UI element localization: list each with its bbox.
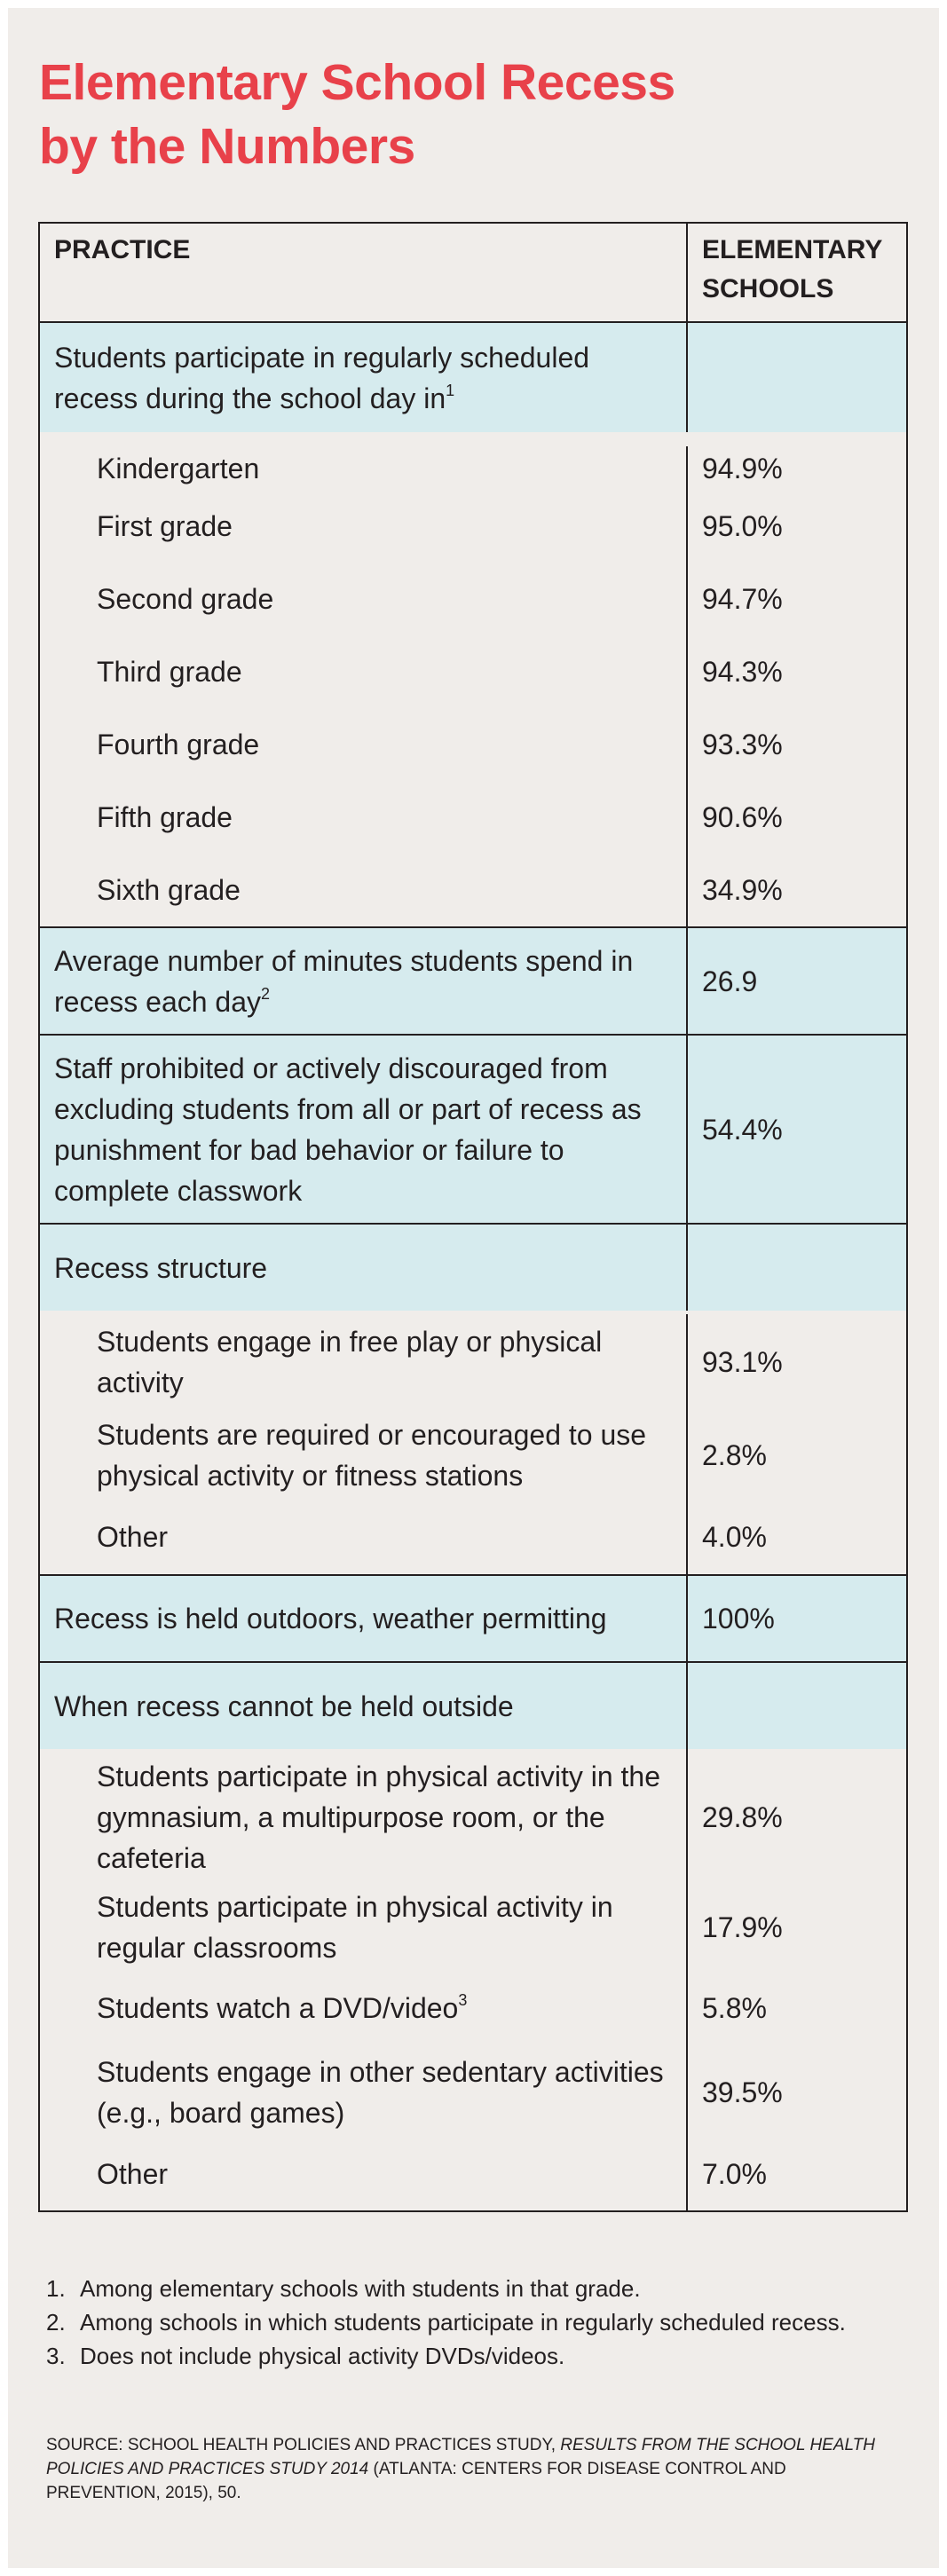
title-line-2: by the Numbers	[39, 118, 415, 175]
section-value: 54.4%	[702, 1113, 783, 1146]
footnote-text: Among elementary schools with students i…	[80, 2275, 641, 2302]
footnote-number: 3.	[46, 2343, 66, 2369]
table-header: PRACTICE ELEMENTARY SCHOOLS	[40, 224, 906, 321]
section-heading: When recess cannot be held outside	[40, 1663, 688, 1749]
row-label: Second grade	[40, 563, 688, 635]
row-value: 7.0%	[702, 2158, 767, 2190]
footnote-text: Does not include physical activity DVDs/…	[80, 2343, 565, 2369]
section-value	[688, 323, 906, 432]
section-value: 26.9	[702, 965, 758, 997]
section-heading: Average number of minutes students spend…	[40, 928, 688, 1034]
section-recess-structure: Recess structure Students engage in free…	[40, 1223, 906, 1574]
section-heading-row: Average number of minutes students spend…	[40, 928, 906, 1034]
row-label: Sixth grade	[40, 854, 688, 926]
row-value: 94.9%	[702, 452, 783, 484]
row-value: 2.8%	[702, 1438, 767, 1471]
footnote: 3. Does not include physical activity DV…	[46, 2339, 898, 2373]
table-row: Students watch a DVD/video3 5.8%	[40, 1969, 906, 2047]
footnote-ref: 2	[261, 984, 271, 1003]
footnote: 1. Among elementary schools with student…	[46, 2272, 898, 2305]
footnote: 2. Among schools in which students parti…	[46, 2305, 898, 2339]
section-heading-row: Students participate in regularly schedu…	[40, 323, 906, 432]
section-value: 100%	[702, 1603, 775, 1635]
row-label: Students participate in physical activit…	[40, 1749, 688, 1886]
row-label: Other	[40, 2138, 688, 2210]
source-prefix: SOURCE: SCHOOL HEALTH POLICIES AND PRACT…	[46, 2436, 561, 2454]
table-row: Students engage in free play or physical…	[40, 1314, 906, 1410]
row-label: Other	[40, 1500, 688, 1574]
footnote-number: 1.	[46, 2275, 66, 2302]
table-row: First grade 95.0%	[40, 490, 906, 563]
row-value: 29.8%	[702, 1801, 783, 1833]
section-heading-text: Students participate in regularly schedu…	[54, 341, 590, 414]
table-row: Students engage in other sedentary activ…	[40, 2047, 906, 2138]
section-heading-row: Staff prohibited or actively discouraged…	[40, 1036, 906, 1223]
table-row: Students participate in physical activit…	[40, 1749, 906, 1886]
section-heading-row: Recess is held outdoors, weather permitt…	[40, 1576, 906, 1661]
row-label: Kindergarten	[40, 446, 688, 490]
row-value: 93.3%	[702, 729, 783, 760]
section-staff-prohibited: Staff prohibited or actively discouraged…	[40, 1034, 906, 1223]
row-label: Fifth grade	[40, 781, 688, 854]
section-scheduled-recess: Students participate in regularly schedu…	[40, 321, 906, 926]
schools-column-header: ELEMENTARY SCHOOLS	[688, 224, 906, 321]
row-label: Students engage in other sedentary activ…	[40, 2047, 688, 2138]
footnotes: 1. Among elementary schools with student…	[46, 2272, 898, 2373]
header-row: PRACTICE ELEMENTARY SCHOOLS	[40, 224, 906, 321]
schools-header-line-2: SCHOOLS	[702, 274, 834, 303]
table-row: Fifth grade 90.6%	[40, 781, 906, 854]
source-suffix: (ATLANTA: CENTERS FOR DISEASE CONTROL AN…	[46, 2460, 786, 2502]
footnote-ref: 1	[446, 381, 455, 399]
section-heading: Recess structure	[40, 1225, 688, 1311]
row-value: 94.7%	[702, 583, 783, 615]
row-value: 5.8%	[702, 1992, 767, 2024]
source-title: RESULTS FROM THE SCHOOL HEALTH POLICIES …	[46, 2436, 876, 2478]
table-row: Sixth grade 34.9%	[40, 854, 906, 926]
schools-header-line-1: ELEMENTARY	[702, 235, 883, 264]
section-held-outdoors: Recess is held outdoors, weather permitt…	[40, 1574, 906, 1661]
footnote-text: Among schools in which students particip…	[80, 2309, 846, 2336]
row-label: Students are required or encouraged to u…	[40, 1410, 688, 1500]
section-heading: Recess is held outdoors, weather permitt…	[40, 1576, 688, 1661]
table-row: Third grade 94.3%	[40, 635, 906, 708]
section-heading: Students participate in regularly schedu…	[40, 323, 688, 432]
row-label: First grade	[40, 490, 688, 563]
row-label: Students watch a DVD/video3	[40, 1969, 688, 2047]
row-label: Fourth grade	[40, 708, 688, 781]
section-heading-row: Recess structure	[40, 1225, 906, 1311]
section-value	[688, 1225, 906, 1311]
row-label: Third grade	[40, 635, 688, 708]
row-value: 17.9%	[702, 1911, 783, 1943]
section-heading: Staff prohibited or actively discouraged…	[40, 1036, 688, 1223]
table-row: Fourth grade 93.3%	[40, 708, 906, 781]
section-indoor-recess: When recess cannot be held outside Stude…	[40, 1661, 906, 2210]
footnote-number: 2.	[46, 2309, 66, 2336]
row-value: 95.0%	[702, 510, 783, 542]
recess-table: PRACTICE ELEMENTARY SCHOOLS Students par…	[38, 222, 908, 2212]
table-row: Kindergarten 94.9%	[40, 446, 906, 490]
table-row: Students participate in physical activit…	[40, 1886, 906, 1969]
practice-column-header: PRACTICE	[40, 224, 688, 321]
section-heading-text: Average number of minutes students spend…	[54, 944, 634, 1018]
table-row: Other 7.0%	[40, 2138, 906, 2210]
row-label: Students engage in free play or physical…	[40, 1314, 688, 1410]
footnote-ref: 3	[458, 1991, 468, 2009]
source-citation: SOURCE: SCHOOL HEALTH POLICIES AND PRACT…	[46, 2433, 880, 2505]
row-value: 93.1%	[702, 1346, 783, 1378]
row-label-text: Students watch a DVD/video	[97, 1992, 459, 2024]
row-label: Students participate in physical activit…	[40, 1886, 688, 1969]
title-line-1: Elementary School Recess	[39, 54, 675, 111]
section-heading-row: When recess cannot be held outside	[40, 1663, 906, 1749]
page-title: Elementary School Recess by the Numbers	[39, 51, 909, 178]
table-row: Second grade 94.7%	[40, 563, 906, 635]
row-value: 34.9%	[702, 874, 783, 906]
row-value: 39.5%	[702, 2076, 783, 2108]
row-value: 94.3%	[702, 656, 783, 688]
table-row: Students are required or encouraged to u…	[40, 1410, 906, 1500]
section-value	[688, 1663, 906, 1749]
table-row: Other 4.0%	[40, 1500, 906, 1574]
row-value: 90.6%	[702, 801, 783, 833]
section-average-minutes: Average number of minutes students spend…	[40, 926, 906, 1034]
row-value: 4.0%	[702, 1521, 767, 1553]
